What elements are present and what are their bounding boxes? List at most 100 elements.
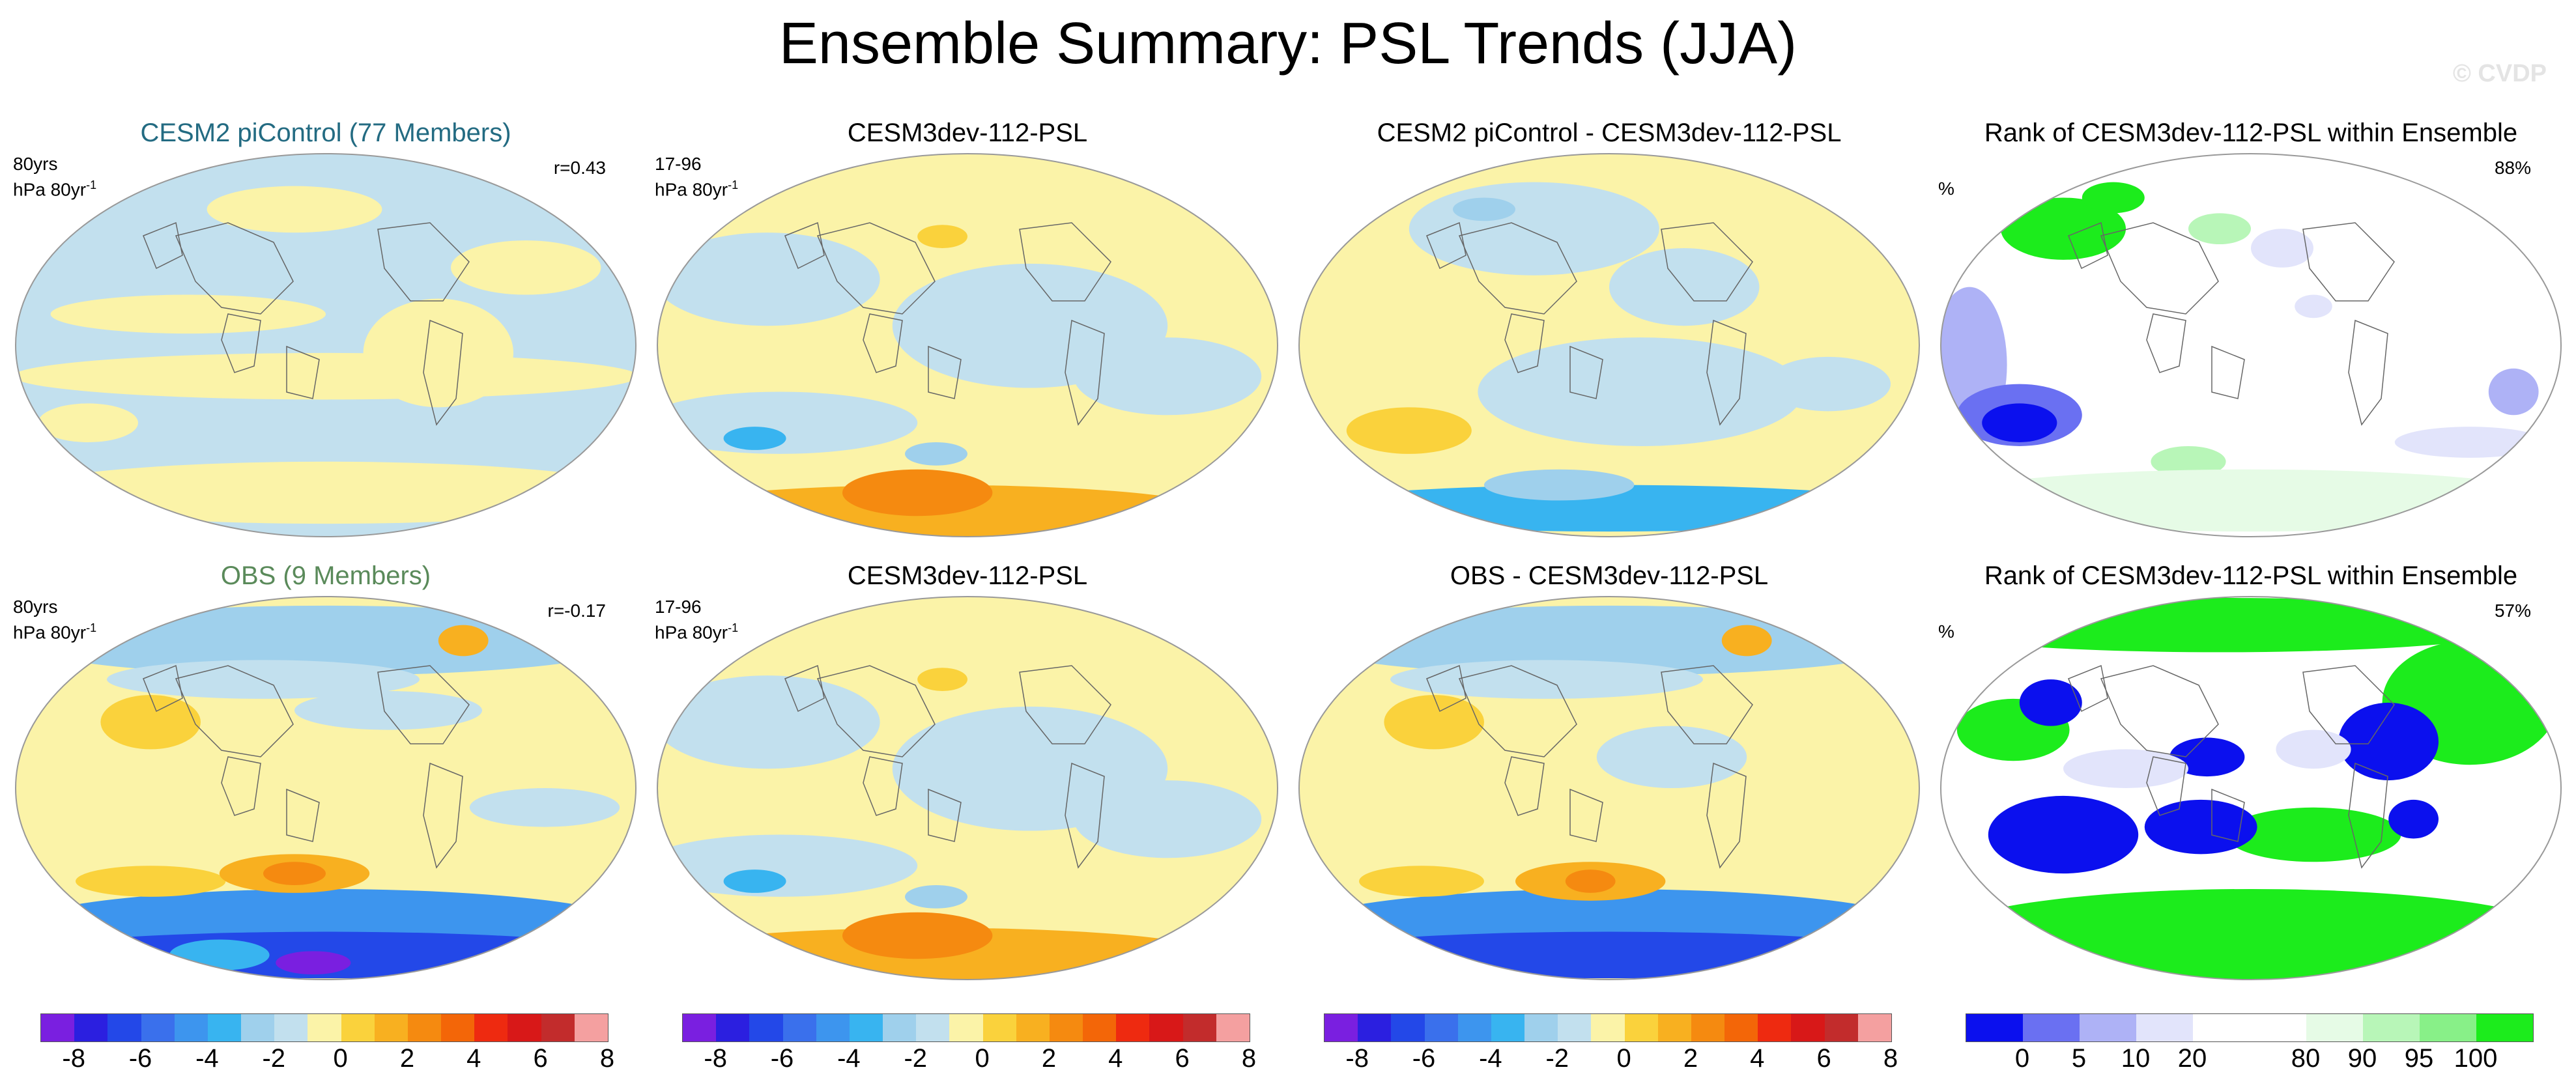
colorbar-swatch bbox=[1857, 1014, 1891, 1041]
colorbar-swatch bbox=[308, 1014, 341, 1041]
coastline bbox=[1065, 762, 1105, 869]
colorbar-swatch bbox=[2023, 1014, 2080, 1041]
panel-title: OBS - CESM3dev-112-PSL bbox=[1450, 561, 1769, 590]
colorbar-swatch bbox=[749, 1014, 783, 1041]
colorbar-swatch bbox=[2080, 1014, 2136, 1041]
trend-region bbox=[1359, 866, 1484, 897]
rank-colorbar-tick-label: 5 bbox=[2071, 1044, 2087, 1073]
colorbar-swatch bbox=[2476, 1014, 2533, 1041]
colorbar-tick-label: -6 bbox=[770, 1044, 794, 1073]
coastline bbox=[816, 665, 936, 757]
colorbar-swatch bbox=[1216, 1014, 1250, 1041]
trend-region bbox=[263, 862, 326, 885]
colorbar-tick-label: 8 bbox=[1883, 1044, 1898, 1073]
trend-region bbox=[2082, 182, 2145, 214]
colorbar-swatch bbox=[374, 1014, 408, 1041]
colorbar-tick-label: 4 bbox=[1108, 1044, 1123, 1073]
colorbar-swatch bbox=[982, 1014, 1016, 1041]
trend-region bbox=[1484, 469, 1635, 501]
trend-region bbox=[1982, 403, 2057, 442]
coastline bbox=[423, 319, 463, 426]
colorbar-tick-label: 2 bbox=[1683, 1044, 1698, 1073]
colorbar-swatch bbox=[1724, 1014, 1758, 1041]
coastline bbox=[175, 222, 294, 315]
coastline bbox=[286, 345, 320, 399]
trend-region bbox=[1074, 780, 1262, 858]
trend-region bbox=[1409, 182, 1659, 276]
trend-region bbox=[469, 788, 620, 827]
map-border bbox=[1940, 596, 2562, 980]
panel-right-label: r=-0.17 bbox=[547, 601, 607, 621]
trend-region bbox=[657, 834, 918, 897]
coastline bbox=[1426, 221, 1467, 270]
colorbar-tick-label: -6 bbox=[1412, 1044, 1436, 1073]
psl-colorbar-2 bbox=[682, 1013, 1250, 1042]
colorbar-swatch bbox=[241, 1014, 275, 1041]
colorbar-swatch bbox=[2136, 1014, 2193, 1041]
rank-colorbar-tick-label: 20 bbox=[2177, 1044, 2207, 1073]
trend-region bbox=[2169, 737, 2245, 777]
colorbar-swatch bbox=[2250, 1014, 2306, 1041]
colorbar-swatch bbox=[341, 1014, 375, 1041]
trend-region bbox=[842, 912, 993, 959]
colorbar-tick-label: -8 bbox=[704, 1044, 727, 1073]
trend-region bbox=[1346, 407, 1472, 454]
coastline bbox=[423, 762, 463, 869]
coastline bbox=[1569, 788, 1603, 842]
coastline bbox=[286, 788, 320, 842]
trend-region bbox=[1565, 870, 1616, 893]
trend-region bbox=[100, 694, 201, 750]
trend-region bbox=[107, 660, 420, 699]
colorbar-swatch bbox=[2420, 1014, 2476, 1041]
trend-region bbox=[363, 298, 513, 408]
colorbar-swatch bbox=[1966, 1014, 2023, 1041]
colorbar-tick-label: 0 bbox=[1616, 1044, 1631, 1073]
trend-region bbox=[905, 885, 967, 909]
colorbar-swatch bbox=[1049, 1014, 1083, 1041]
colorbar-swatch bbox=[107, 1014, 141, 1041]
colorbar-tick-label: 0 bbox=[333, 1044, 348, 1073]
colorbar-swatch bbox=[949, 1014, 983, 1041]
coastline bbox=[2146, 313, 2186, 373]
colorbar-tick-label: -2 bbox=[904, 1044, 928, 1073]
trend-region bbox=[50, 294, 326, 334]
panel-right-label: 57% bbox=[2494, 601, 2531, 621]
colorbar-swatch bbox=[574, 1014, 608, 1041]
coastline bbox=[1426, 664, 1467, 713]
coastline bbox=[1019, 222, 1111, 302]
colorbar-swatch bbox=[1457, 1014, 1491, 1041]
trend-region bbox=[2338, 702, 2439, 781]
colorbar-swatch bbox=[1824, 1014, 1858, 1041]
map-panel bbox=[15, 596, 637, 980]
colorbar-swatch bbox=[207, 1014, 242, 1041]
trend-region bbox=[1478, 337, 1803, 446]
trend-region bbox=[1596, 726, 1747, 788]
trend-region bbox=[1941, 888, 2561, 980]
panel-right-label: r=0.43 bbox=[553, 158, 606, 178]
trend-region bbox=[1453, 197, 1515, 221]
trend-region bbox=[1721, 625, 1772, 657]
trend-region bbox=[917, 668, 967, 691]
coastline bbox=[221, 756, 261, 816]
colorbar-swatch bbox=[141, 1014, 175, 1041]
map-panel bbox=[1940, 596, 2562, 980]
map-border bbox=[1940, 153, 2562, 537]
colorbar-swatch bbox=[1491, 1014, 1525, 1041]
colorbar-tick-label: 0 bbox=[975, 1044, 990, 1073]
trend-region bbox=[38, 403, 138, 442]
colorbar-swatch bbox=[441, 1014, 475, 1041]
coastline bbox=[2100, 222, 2219, 315]
rank-colorbar-tick-label: 10 bbox=[2121, 1044, 2151, 1073]
colorbar-swatch bbox=[2193, 1014, 2250, 1041]
colorbar-swatch bbox=[1116, 1014, 1150, 1041]
trend-region bbox=[2151, 446, 2226, 477]
trend-region bbox=[2394, 427, 2545, 458]
rank-colorbar-tick-label: 95 bbox=[2404, 1044, 2434, 1073]
trend-region bbox=[1074, 337, 1262, 416]
coastline bbox=[928, 345, 962, 399]
coastline bbox=[377, 222, 470, 302]
coastline bbox=[784, 221, 825, 270]
colorbar-swatch bbox=[1524, 1014, 1558, 1041]
trend-region bbox=[2019, 679, 2082, 726]
trend-region bbox=[1384, 694, 1484, 750]
